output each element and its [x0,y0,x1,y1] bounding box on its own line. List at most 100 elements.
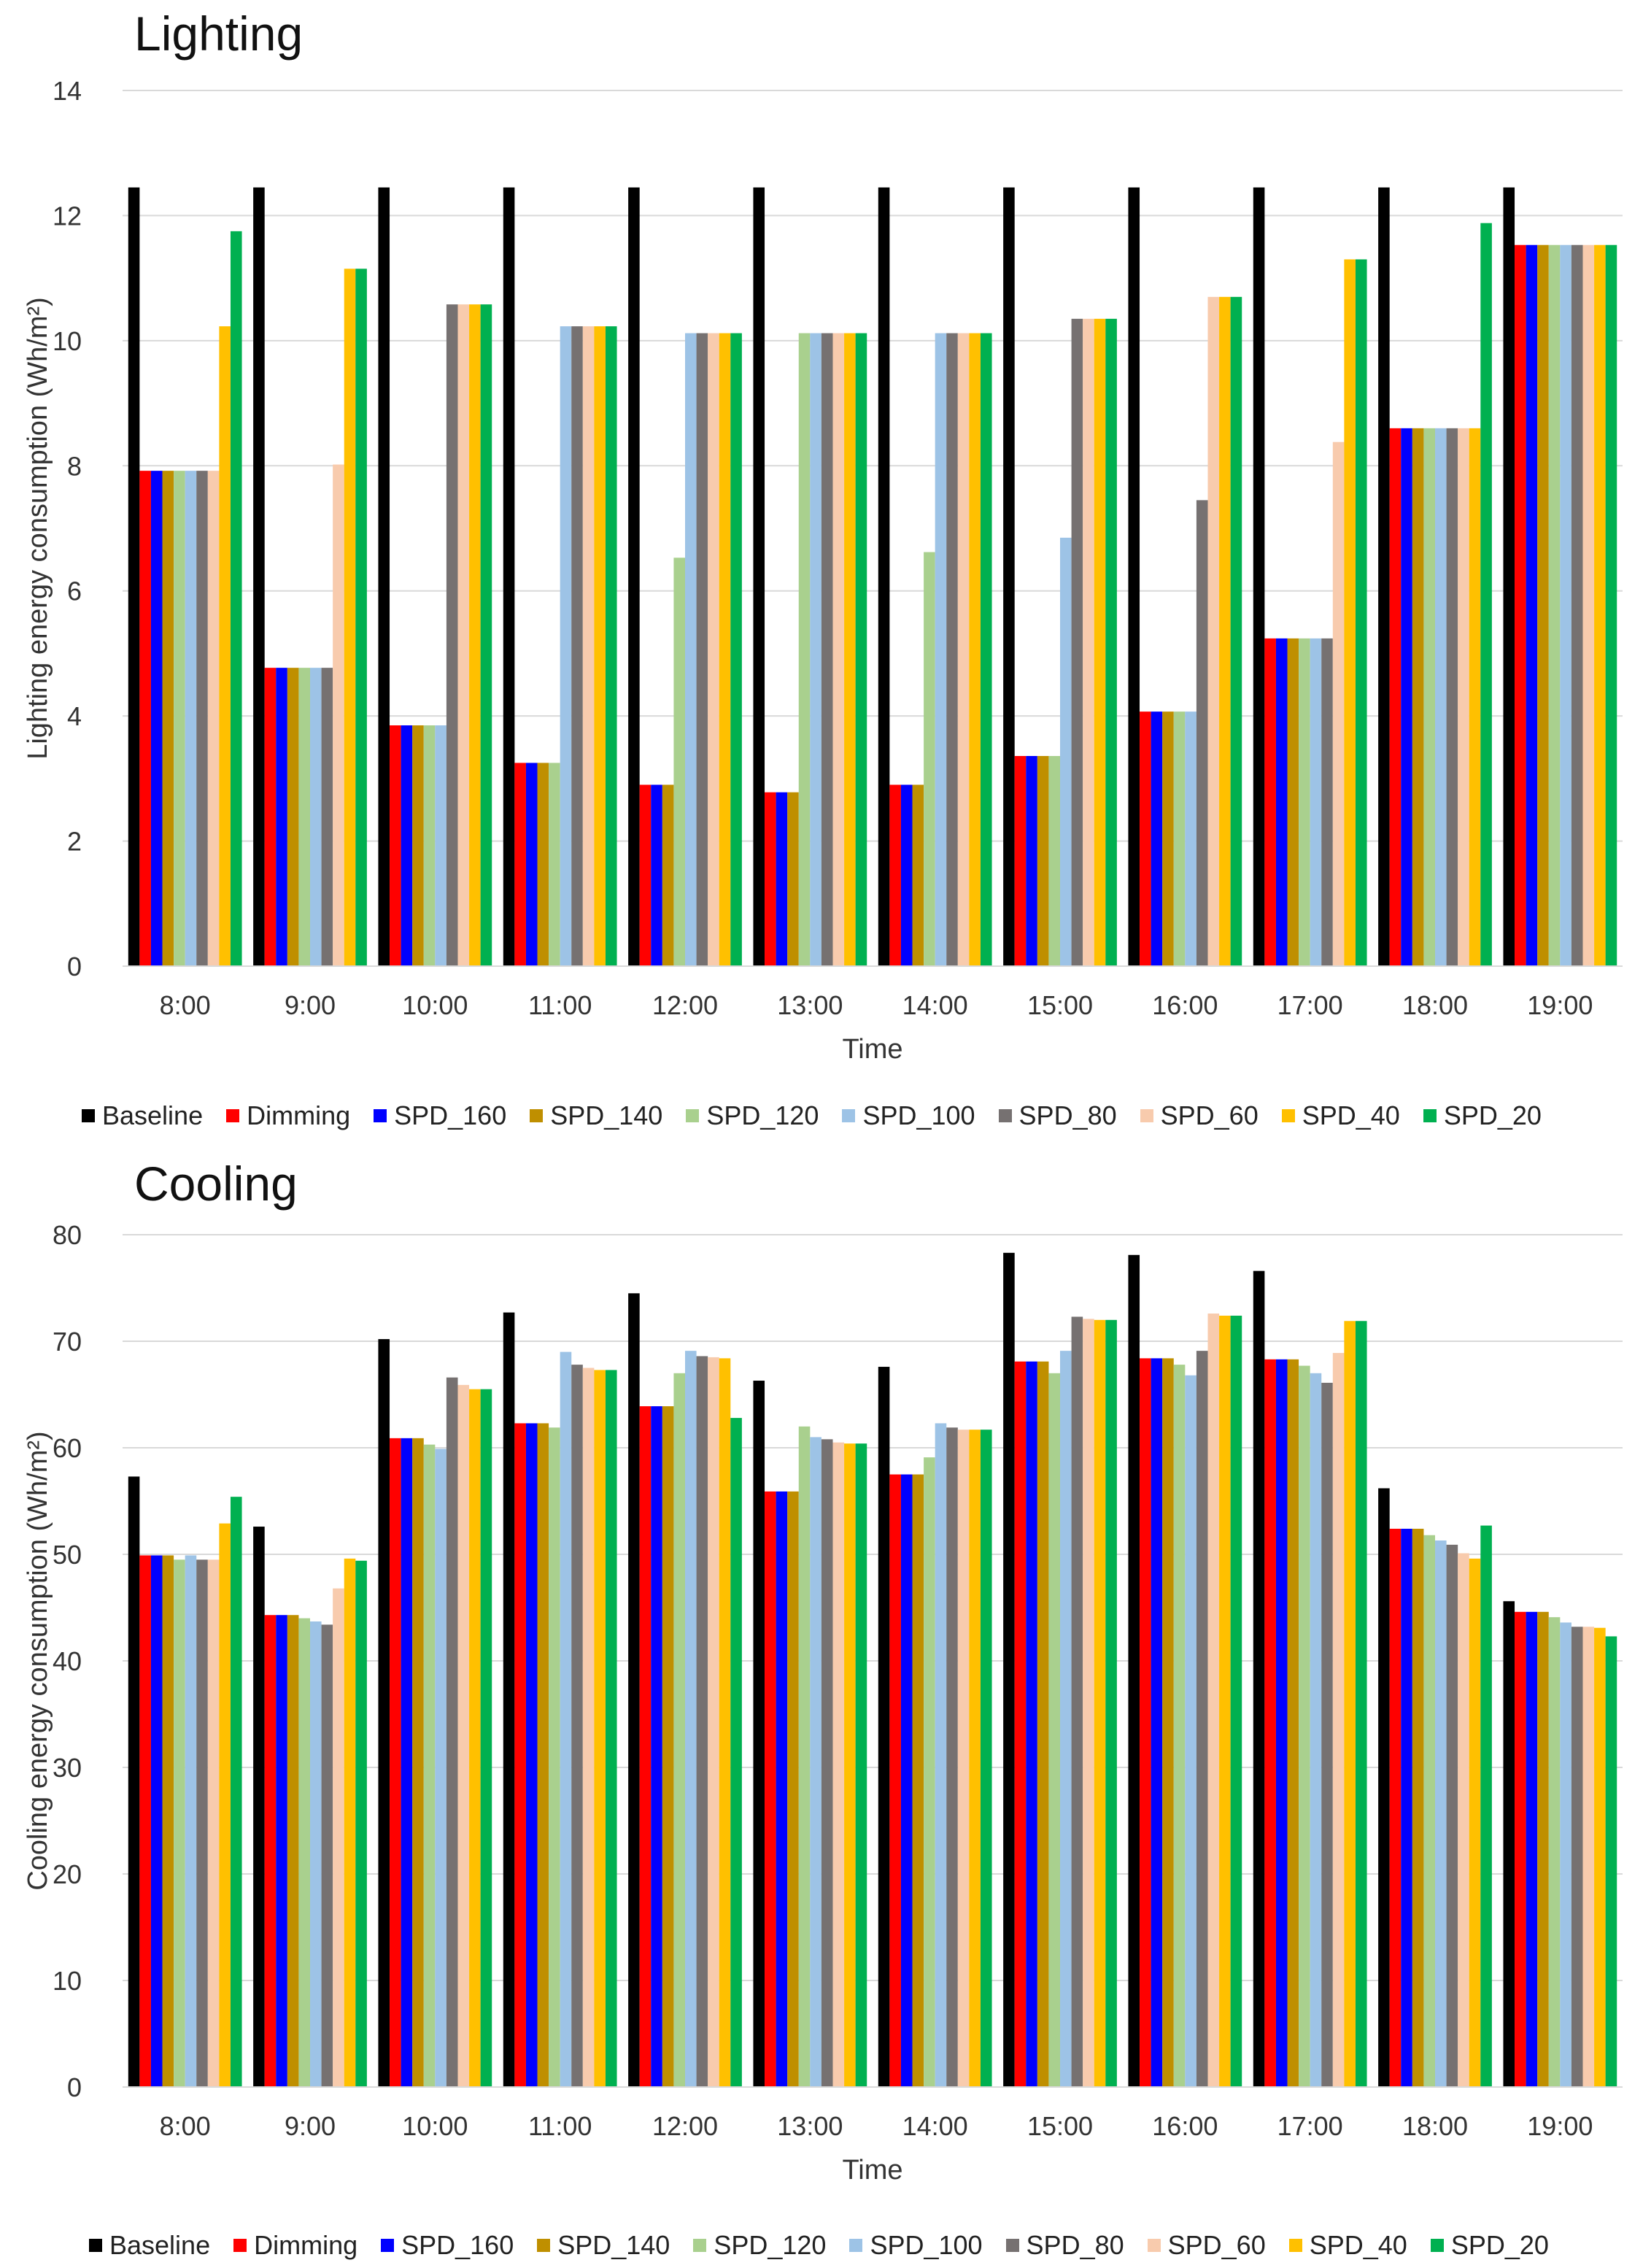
lighting-bar-spd-160-18-00 [1401,428,1412,966]
cooling-bar-spd-20-16-00 [1230,1315,1242,2087]
lighting-legend-item-spd-20: SPD_20 [1423,1100,1542,1131]
cooling-bar-spd-100-13-00 [810,1437,822,2087]
cooling-bar-spd-140-9-00 [287,1615,299,2087]
cooling-y-tick-label: 60 [53,1433,82,1463]
cooling-bar-spd-80-12-00 [696,1356,708,2087]
lighting-bar-spd-40-8-00 [219,326,231,966]
lighting-bar-baseline-8-00 [128,187,140,966]
cooling-bar-spd-140-11-00 [537,1423,549,2087]
cooling-bar-dimming-14-00 [889,1474,901,2087]
cooling-bar-spd-160-18-00 [1401,1528,1412,2087]
cooling-bar-spd-160-16-00 [1151,1358,1163,2087]
lighting-bar-dimming-18-00 [1389,428,1402,966]
lighting-bar-spd-160-8-00 [150,471,163,966]
lighting-bar-spd-20-17-00 [1355,259,1367,966]
lighting-legend-swatch [82,1109,95,1122]
cooling-bar-spd-160-9-00 [276,1615,287,2087]
cooling-bar-spd-140-15-00 [1037,1361,1049,2087]
lighting-legend-swatch [1140,1109,1153,1122]
lighting-bar-spd-140-13-00 [787,792,799,966]
cooling-legend-item-baseline: Baseline [89,2230,210,2261]
lighting-bar-spd-80-14-00 [946,333,958,966]
cooling-bar-spd-60-16-00 [1207,1314,1220,2087]
cooling-bar-spd-140-18-00 [1412,1528,1424,2087]
lighting-bar-spd-100-12-00 [685,333,697,966]
lighting-bar-spd-60-17-00 [1332,441,1345,966]
lighting-bar-spd-120-19-00 [1548,244,1561,967]
cooling-bar-spd-140-14-00 [912,1474,924,2087]
cooling-legend-swatch [1288,2239,1302,2252]
lighting-bar-spd-100-16-00 [1185,711,1197,966]
cooling-chart-svg: 0 10 20 30 40 50 60 70 80 8:00 9:00 10:00 11:00 12:00… [23,1220,1623,2186]
cooling-bar-spd-120-12-00 [673,1373,685,2087]
lighting-bar-spd-60-10-00 [457,304,470,966]
lighting-x-tick-label: 10:00 [402,990,468,1020]
cooling-bar-baseline-14-00 [878,1367,890,2087]
cooling-bar-spd-20-13-00 [855,1443,867,2087]
lighting-bar-spd-20-18-00 [1480,223,1492,967]
lighting-x-axis-title: Time [842,1034,902,1065]
lighting-legend-swatch [842,1109,856,1122]
lighting-bar-spd-140-16-00 [1162,711,1174,966]
cooling-legend-swatch [849,2239,863,2252]
cooling-bar-spd-60-10-00 [457,1384,470,2087]
cooling-x-tick-label: 16:00 [1152,2111,1218,2141]
lighting-bar-dimming-9-00 [264,668,277,966]
cooling-bar-dimming-9-00 [264,1615,277,2087]
lighting-bar-baseline-9-00 [253,187,265,966]
lighting-bar-spd-120-11-00 [549,763,560,966]
lighting-x-tick-label: 8:00 [160,990,211,1020]
lighting-bar-spd-120-16-00 [1173,711,1186,966]
lighting-bar-spd-120-9-00 [298,668,310,966]
lighting-bar-dimming-13-00 [765,792,776,966]
lighting-bar-spd-40-17-00 [1344,259,1356,966]
cooling-bar-spd-80-13-00 [821,1439,833,2087]
lighting-bar-spd-20-13-00 [855,333,867,966]
lighting-bar-spd-120-12-00 [673,558,685,966]
cooling-legend: Baseline Dimming SPD_160 SPD_140 SPD_120 SPD_… [89,2230,1572,2261]
lighting-bar-baseline-16-00 [1128,187,1140,966]
lighting-legend-swatch [998,1109,1012,1122]
cooling-bar-spd-20-14-00 [980,1430,992,2087]
lighting-bar-spd-80-10-00 [446,304,458,966]
cooling-legend-label: SPD_40 [1309,2230,1407,2260]
lighting-y-tick-label: 10 [53,326,82,356]
lighting-bar-spd-80-17-00 [1321,638,1333,966]
lighting-legend-swatch [374,1109,387,1122]
lighting-bar-spd-100-10-00 [435,725,446,966]
lighting-bar-spd-40-11-00 [594,326,606,966]
lighting-x-tick-label: 18:00 [1402,990,1468,1020]
lighting-legend-swatch [1423,1109,1437,1122]
lighting-x-tick-label: 17:00 [1277,990,1343,1020]
lighting-bar-spd-40-18-00 [1469,428,1481,966]
lighting-bar-spd-140-11-00 [537,763,549,966]
cooling-bar-spd-60-18-00 [1458,1553,1469,2087]
lighting-legend-item-spd-40: SPD_40 [1281,1100,1400,1131]
lighting-legend-item-dimming: Dimming [226,1100,350,1131]
cooling-bar-spd-140-17-00 [1287,1359,1299,2087]
lighting-bar-spd-80-19-00 [1571,244,1583,967]
cooling-bar-spd-100-18-00 [1435,1540,1447,2087]
lighting-bar-spd-100-17-00 [1310,638,1322,966]
lighting-bar-baseline-18-00 [1378,187,1390,966]
lighting-bar-spd-160-17-00 [1275,638,1288,966]
cooling-bar-spd-40-8-00 [219,1523,231,2087]
lighting-bar-baseline-17-00 [1253,187,1265,966]
lighting-bar-spd-40-16-00 [1219,296,1231,966]
lighting-legend-item-spd-140: SPD_140 [530,1100,662,1131]
lighting-bar-dimming-16-00 [1140,711,1151,966]
cooling-x-tick-label: 12:00 [652,2111,718,2141]
cooling-bar-dimming-19-00 [1515,1611,1526,2087]
cooling-bar-spd-100-8-00 [185,1555,197,2087]
lighting-x-tick-label: 14:00 [902,990,968,1020]
cooling-legend-item-spd-120: SPD_120 [693,2230,826,2261]
lighting-bar-baseline-15-00 [1003,187,1015,966]
lighting-legend-label: Dimming [247,1100,351,1130]
cooling-legend-item-spd-160: SPD_160 [381,2230,514,2261]
lighting-y-tick-label: 2 [67,827,82,857]
cooling-legend-swatch [381,2239,395,2252]
cooling-bar-spd-140-12-00 [662,1406,674,2087]
cooling-legend-item-spd-20: SPD_20 [1430,2230,1549,2261]
cooling-bar-dimming-12-00 [639,1406,652,2087]
cooling-legend-item-dimming: Dimming [233,2230,357,2261]
